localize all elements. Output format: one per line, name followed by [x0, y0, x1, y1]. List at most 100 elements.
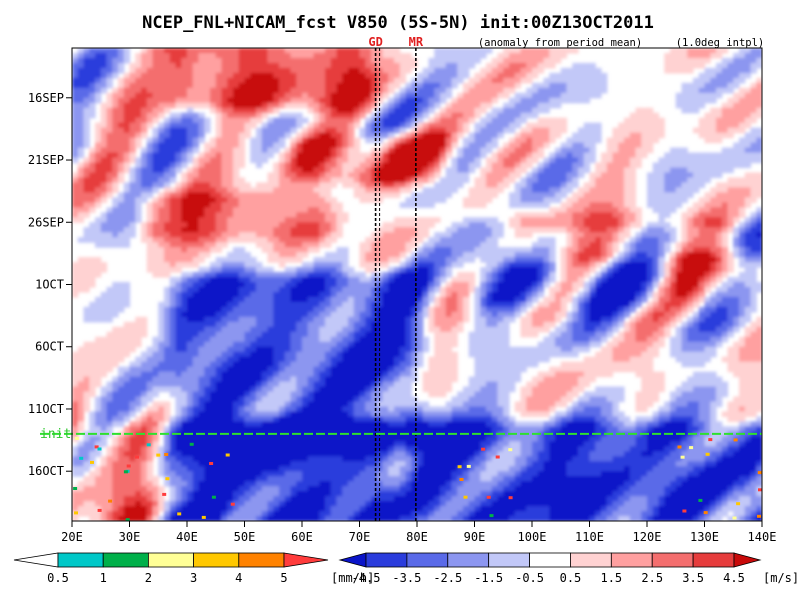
anomaly-cell [486, 257, 493, 263]
anomaly-cell [342, 122, 349, 129]
anomaly-cell [687, 296, 694, 303]
anomaly-cell [480, 87, 487, 94]
anomaly-cell [279, 127, 286, 134]
anomaly-cell [399, 122, 407, 129]
anomaly-cell [273, 72, 280, 79]
anomaly-cell [635, 291, 642, 298]
anomaly-cell [158, 252, 165, 258]
anomaly-cell [704, 257, 711, 263]
anomaly-cell [497, 107, 504, 114]
anomaly-cell [675, 97, 683, 104]
anomaly-cell [491, 112, 499, 119]
anomaly-cell [756, 52, 762, 59]
anomaly-cell [198, 122, 205, 129]
anomaly-cell [704, 82, 711, 89]
anomaly-cell [710, 77, 717, 84]
anomaly-cell [348, 112, 355, 119]
anomaly-cell [348, 107, 355, 114]
anomaly-cell [319, 222, 326, 228]
anomaly-cell [158, 62, 165, 69]
anomaly-cell [302, 227, 309, 233]
anomaly-cell [440, 192, 447, 198]
anomaly-cell [123, 227, 131, 233]
anomaly-cell [612, 237, 619, 243]
anomaly-cell [192, 272, 200, 278]
anomaly-cell [388, 87, 395, 94]
anomaly-cell [520, 182, 527, 189]
anomaly-cell [215, 48, 223, 54]
anomaly-cell [175, 291, 182, 298]
anomaly-cell [382, 172, 389, 179]
anomaly-cell [77, 57, 85, 64]
anomaly-cell [302, 222, 309, 228]
anomaly-cell [359, 77, 366, 84]
anomaly-cell [210, 296, 217, 303]
anomaly-cell [750, 157, 757, 164]
anomaly-cell [434, 162, 441, 169]
anomaly-cell [319, 147, 326, 154]
anomaly-cell [440, 147, 447, 154]
anomaly-cell [624, 257, 631, 263]
anomaly-cell [72, 267, 79, 273]
anomaly-cell [417, 192, 424, 198]
anomaly-cell [618, 237, 625, 243]
anomaly-cell [95, 97, 102, 104]
anomaly-cell [681, 48, 688, 54]
anomaly-cell [336, 62, 343, 69]
anomaly-cell [549, 167, 556, 174]
anomaly-cell [394, 117, 401, 124]
anomaly-cell [520, 67, 527, 74]
anomaly-cell [428, 127, 435, 134]
anomaly-cell [716, 296, 723, 303]
anomaly-cell [503, 267, 510, 273]
anomaly-cell [181, 282, 188, 288]
anomaly-cell [733, 291, 740, 298]
anomaly-cell [118, 112, 125, 119]
anomaly-cell [618, 172, 625, 179]
anomaly-cell [215, 212, 223, 218]
anomaly-cell [578, 217, 585, 223]
anomaly-cell [733, 177, 740, 184]
anomaly-cell [123, 202, 131, 208]
anomaly-cell [198, 72, 205, 79]
anomaly-cell [198, 182, 205, 189]
anomaly-cell [744, 286, 752, 293]
anomaly-cell [388, 117, 395, 124]
anomaly-cell [342, 82, 349, 89]
anomaly-cell [468, 62, 476, 69]
anomaly-cell [279, 142, 286, 149]
anomaly-cell [325, 217, 332, 223]
anomaly-cell [100, 57, 108, 64]
anomaly-cell [514, 142, 522, 149]
anomaly-cell [601, 177, 608, 184]
anomaly-cell [693, 267, 700, 273]
anomaly-cell [629, 257, 637, 263]
anomaly-cell [658, 192, 665, 198]
anomaly-cell [100, 267, 108, 273]
anomaly-cell [537, 52, 545, 59]
anomaly-cell [716, 212, 723, 218]
anomaly-cell [578, 212, 585, 218]
anomaly-cell [273, 242, 280, 248]
anomaly-cell [509, 127, 516, 134]
anomaly-cell [612, 262, 619, 268]
anomaly-cell [601, 217, 608, 223]
anomaly-cell [750, 62, 757, 69]
anomaly-cell [601, 286, 608, 293]
anomaly-cell [267, 232, 274, 238]
anomaly-cell [486, 48, 493, 54]
anomaly-cell [486, 192, 493, 198]
anomaly-cell [451, 142, 458, 149]
anomaly-cell [451, 232, 458, 238]
anomaly-cell [204, 67, 211, 74]
anomaly-cell [486, 182, 493, 189]
anomaly-cell [520, 48, 527, 54]
anomaly-cell [164, 192, 171, 198]
anomaly-cell [181, 177, 188, 184]
anomaly-cell [146, 142, 154, 149]
anomaly-cell [675, 147, 683, 154]
anomaly-cell [112, 142, 119, 149]
anomaly-cell [652, 242, 660, 248]
anomaly-cell [342, 277, 349, 283]
anomaly-cell [750, 182, 757, 189]
